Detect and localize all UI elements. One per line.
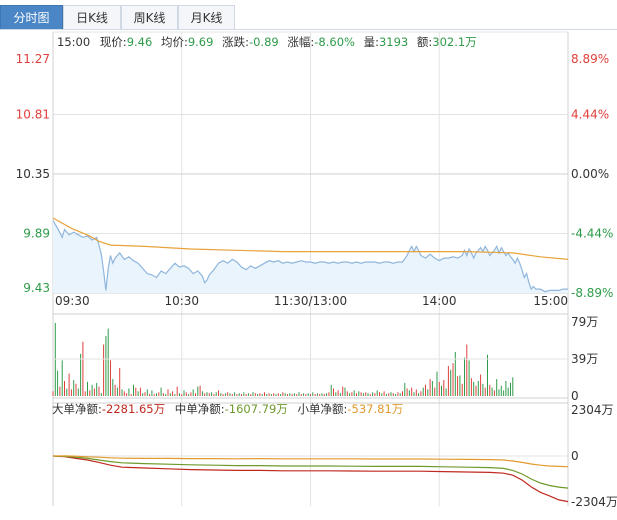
- price-area: [53, 220, 568, 293]
- volume-y-tick-label: 79万: [571, 315, 598, 329]
- flow-medium-value: -1607.79万: [225, 402, 288, 416]
- flow-line-large: [52, 455, 569, 503]
- tab-timeshare[interactable]: 分时图: [0, 5, 63, 29]
- chart-tabs: 分时图 日K线 周K线 月K线: [0, 0, 617, 30]
- price-line: [52, 220, 568, 293]
- tab-underline: [0, 29, 617, 30]
- capital-flow-bar: 大单净额:-2281.65万 中单净额:-1607.79万 小单净额:-537.…: [52, 402, 403, 416]
- info-change-label: 涨跌:: [222, 35, 249, 49]
- info-price-value: 9.46: [127, 35, 153, 49]
- info-pct-value: -8.60%: [314, 35, 355, 49]
- info-vol-value: 3193: [379, 35, 408, 49]
- price-y-tick-label: 10.35: [16, 167, 50, 181]
- flow-y-tick-label: 2304万: [571, 403, 614, 417]
- price-y-tick-label: 11.27: [16, 52, 50, 66]
- time-x-tick-label: 10:30: [164, 294, 199, 308]
- info-vol-label: 量:: [364, 35, 379, 49]
- info-amt-label: 额:: [417, 35, 432, 49]
- flow-large-value: -2281.65万: [102, 402, 165, 416]
- flow-small-value: -537.81万: [347, 402, 403, 416]
- info-avg-value: 9.69: [188, 35, 214, 49]
- time-x-tick-label: 09:30: [55, 294, 90, 308]
- price-y-tick-label: 9.43: [23, 281, 50, 295]
- time-x-tick-label: 11:30/13:00: [274, 294, 347, 308]
- flow-y-tick-label: -2304万: [571, 495, 617, 509]
- price-y-tick-label: 10.81: [16, 108, 50, 122]
- pct-y-tick-label: -4.44%: [571, 227, 613, 241]
- pct-y-tick-label: 4.44%: [571, 108, 609, 122]
- price-y-tick-label: 9.89: [23, 227, 50, 241]
- volume-y-tick-label: 0: [571, 389, 579, 403]
- avg-price-line: [52, 217, 569, 260]
- time-x-tick-label: 15:00: [533, 294, 568, 308]
- info-change-value: -0.89: [249, 35, 279, 49]
- info-avg-label: 均价:: [161, 35, 188, 49]
- price-info-bar: 15:00 现价:9.46 均价:9.69 涨跌:-0.89 涨幅:-8.60%…: [57, 35, 477, 49]
- flow-line-small: [52, 455, 569, 468]
- price-panel: 11.27 8.89% 10.81 4.44% 10.35 0.00% 9.89 -4.44%…: [16, 52, 614, 308]
- flow-y-tick-label: 0: [571, 449, 579, 463]
- tab-weekly-k[interactable]: 周K线: [121, 5, 178, 29]
- pct-y-tick-label: 0.00%: [571, 167, 609, 181]
- volume-y-tick-label: 39万: [571, 352, 598, 366]
- flow-large-label: 大单净额:: [52, 402, 102, 416]
- flow-line-medium: [52, 455, 569, 489]
- flow-small-label: 小单净额:: [298, 402, 348, 416]
- tab-monthly-k[interactable]: 月K线: [178, 5, 235, 29]
- info-time: 15:00: [57, 35, 90, 49]
- info-price-label: 现价:: [100, 35, 127, 49]
- info-amt-value: 302.1万: [432, 35, 476, 49]
- volume-panel: 79万 39万 0: [52, 315, 598, 403]
- capital-flow-panel: 2304万 0 -2304万: [52, 403, 617, 509]
- pct-y-tick-label: 8.89%: [571, 52, 609, 66]
- tab-daily-k[interactable]: 日K线: [63, 5, 121, 29]
- pct-y-tick-label: -8.89%: [571, 286, 613, 300]
- time-x-tick-label: 14:00: [422, 294, 457, 308]
- flow-medium-label: 中单净额:: [175, 402, 225, 416]
- info-pct-label: 涨幅:: [287, 35, 314, 49]
